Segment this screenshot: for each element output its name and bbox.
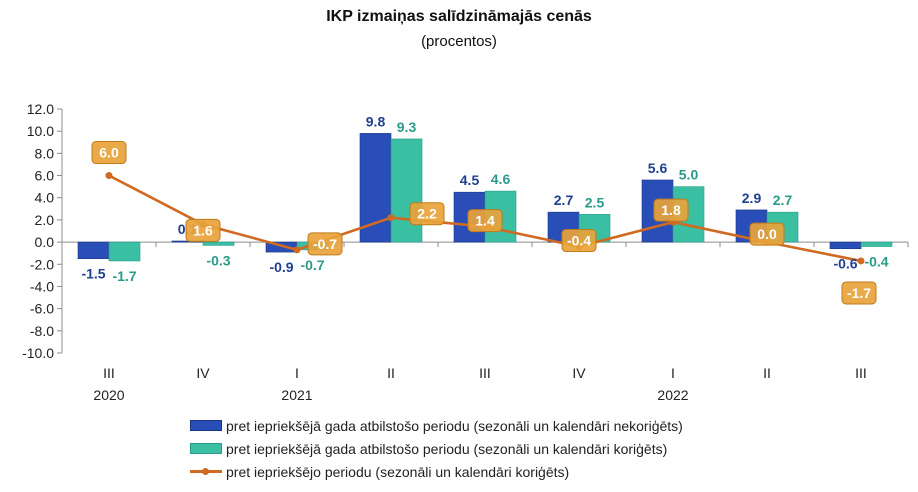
line-data-label-box bbox=[653, 198, 689, 222]
y-tick-label: -4.0 bbox=[30, 278, 54, 294]
legend-label-series-2: pret iepriekšējā gada atbilstošo periodu… bbox=[226, 440, 668, 457]
bar-data-label-series-2: -0.4 bbox=[864, 254, 888, 270]
line-data-label-box bbox=[561, 229, 597, 253]
chart-title: IKP izmaiņas salīdzināmajās cenās bbox=[326, 8, 592, 25]
legend-swatch-series-1 bbox=[190, 420, 222, 431]
category-label: I bbox=[295, 365, 299, 381]
bar-series-2 bbox=[202, 241, 235, 246]
year-label: 2020 bbox=[93, 387, 124, 403]
line-data-label-box bbox=[91, 141, 127, 165]
bar-data-label-series-2: -0.7 bbox=[300, 257, 324, 273]
axis-layer: 12.0 10.0 8.0 6.0 4.0 2.0 0.0 -2.0 -4.0 -6.0 -8.0 -… bbox=[22, 101, 909, 403]
y-tick-label: -10.0 bbox=[22, 345, 54, 361]
bar-data-label-series-1: 2.9 bbox=[742, 190, 762, 206]
line-point bbox=[105, 172, 113, 180]
bar-data-label-series-1: 2.7 bbox=[554, 192, 574, 208]
category-label: II bbox=[763, 365, 771, 381]
y-tick-label: 8.0 bbox=[35, 145, 55, 161]
bar-data-label-series-2: 5.0 bbox=[679, 167, 699, 183]
y-tick-label: -6.0 bbox=[30, 301, 54, 317]
category-label: III bbox=[479, 365, 491, 381]
legend-item-series-2: pret iepriekšējā gada atbilstošo periodu… bbox=[190, 437, 683, 460]
bar-data-label-series-1: 4.5 bbox=[460, 172, 480, 188]
bar-data-label-series-1: 5.6 bbox=[648, 160, 668, 176]
bar-data-label-series-2: -0.3 bbox=[206, 252, 230, 268]
chart-subtitle: (procentos) bbox=[421, 33, 497, 50]
legend-label-series-1: pret iepriekšējā gada atbilstošo periodu… bbox=[226, 417, 683, 434]
legend-label-series-3: pret iepriekšējo periodu (sezonāli un ka… bbox=[226, 463, 570, 480]
bar-data-label-series-2: 4.6 bbox=[491, 171, 511, 187]
year-label: 2022 bbox=[657, 387, 688, 403]
bar-data-label-series-2: 2.5 bbox=[585, 194, 605, 210]
chart-plot: 12.0 10.0 8.0 6.0 4.0 2.0 0.0 -2.0 -4.0 -6.0 -8.0 -… bbox=[22, 101, 909, 403]
line-data-label-box bbox=[749, 222, 785, 246]
bar-series-2 bbox=[390, 138, 423, 243]
line-data-label: -0.7 bbox=[313, 236, 337, 252]
line-data-label: -1.7 bbox=[847, 285, 871, 301]
line-data-label: 6.0 bbox=[99, 145, 119, 161]
line-data-label: 1.8 bbox=[661, 202, 681, 218]
line-data-label-box bbox=[467, 209, 503, 233]
line-data-label: 1.6 bbox=[193, 222, 213, 238]
line-point bbox=[293, 246, 301, 254]
bar-data-label-series-2: -1.7 bbox=[112, 268, 136, 284]
category-label: IV bbox=[572, 365, 586, 381]
legend: pret iepriekšējā gada atbilstošo periodu… bbox=[190, 414, 683, 483]
bar-data-label-series-1: 9.8 bbox=[366, 113, 386, 129]
bar-series-2 bbox=[108, 241, 141, 262]
label-layer: -1.5-1.70.1-0.3-0.9-0.79.89.34.54.62.72.… bbox=[81, 113, 889, 305]
legend-item-series-1: pret iepriekšējā gada atbilstošo periodu… bbox=[190, 414, 683, 437]
line-data-label-box bbox=[185, 218, 221, 242]
legend-item-series-3: pret iepriekšējo periodu (sezonāli un ka… bbox=[190, 460, 683, 483]
category-label: III bbox=[855, 365, 867, 381]
category-label: IV bbox=[196, 365, 210, 381]
y-tick-label: 4.0 bbox=[35, 190, 55, 206]
bar-data-label-series-2: 2.7 bbox=[773, 192, 793, 208]
bar-series-2 bbox=[860, 241, 893, 247]
line-data-label-box bbox=[841, 281, 877, 305]
year-label: 2021 bbox=[281, 387, 312, 403]
y-tick-label: -2.0 bbox=[30, 256, 54, 272]
line-data-label-box bbox=[307, 232, 343, 256]
line-point bbox=[857, 257, 865, 265]
legend-swatch-series-2 bbox=[190, 443, 222, 454]
y-tick-label: 12.0 bbox=[27, 101, 54, 117]
y-tick-label: 0.0 bbox=[35, 234, 55, 250]
y-tick-label: 2.0 bbox=[35, 212, 55, 228]
bar-data-label-series-1: -1.5 bbox=[81, 266, 105, 282]
line-data-label: 2.2 bbox=[417, 206, 437, 222]
line-data-label: 0.0 bbox=[757, 226, 777, 242]
bar-data-label-series-1: -0.9 bbox=[269, 259, 293, 275]
y-tick-label: -8.0 bbox=[30, 323, 54, 339]
category-label: II bbox=[387, 365, 395, 381]
bar-series-1 bbox=[829, 241, 862, 250]
line-data-label: 1.4 bbox=[475, 213, 495, 229]
line-data-label: -0.4 bbox=[567, 233, 591, 249]
legend-swatch-series-3 bbox=[190, 466, 222, 477]
bar-data-label-series-1: -0.6 bbox=[833, 256, 857, 272]
category-label: I bbox=[671, 365, 675, 381]
category-label: III bbox=[103, 365, 115, 381]
bar-data-label-series-2: 9.3 bbox=[397, 119, 417, 135]
bar-series-1 bbox=[77, 241, 110, 260]
y-tick-label: 6.0 bbox=[35, 168, 55, 184]
line-data-label-box bbox=[409, 202, 445, 226]
line-point bbox=[387, 214, 395, 222]
y-tick-label: 10.0 bbox=[27, 123, 54, 139]
